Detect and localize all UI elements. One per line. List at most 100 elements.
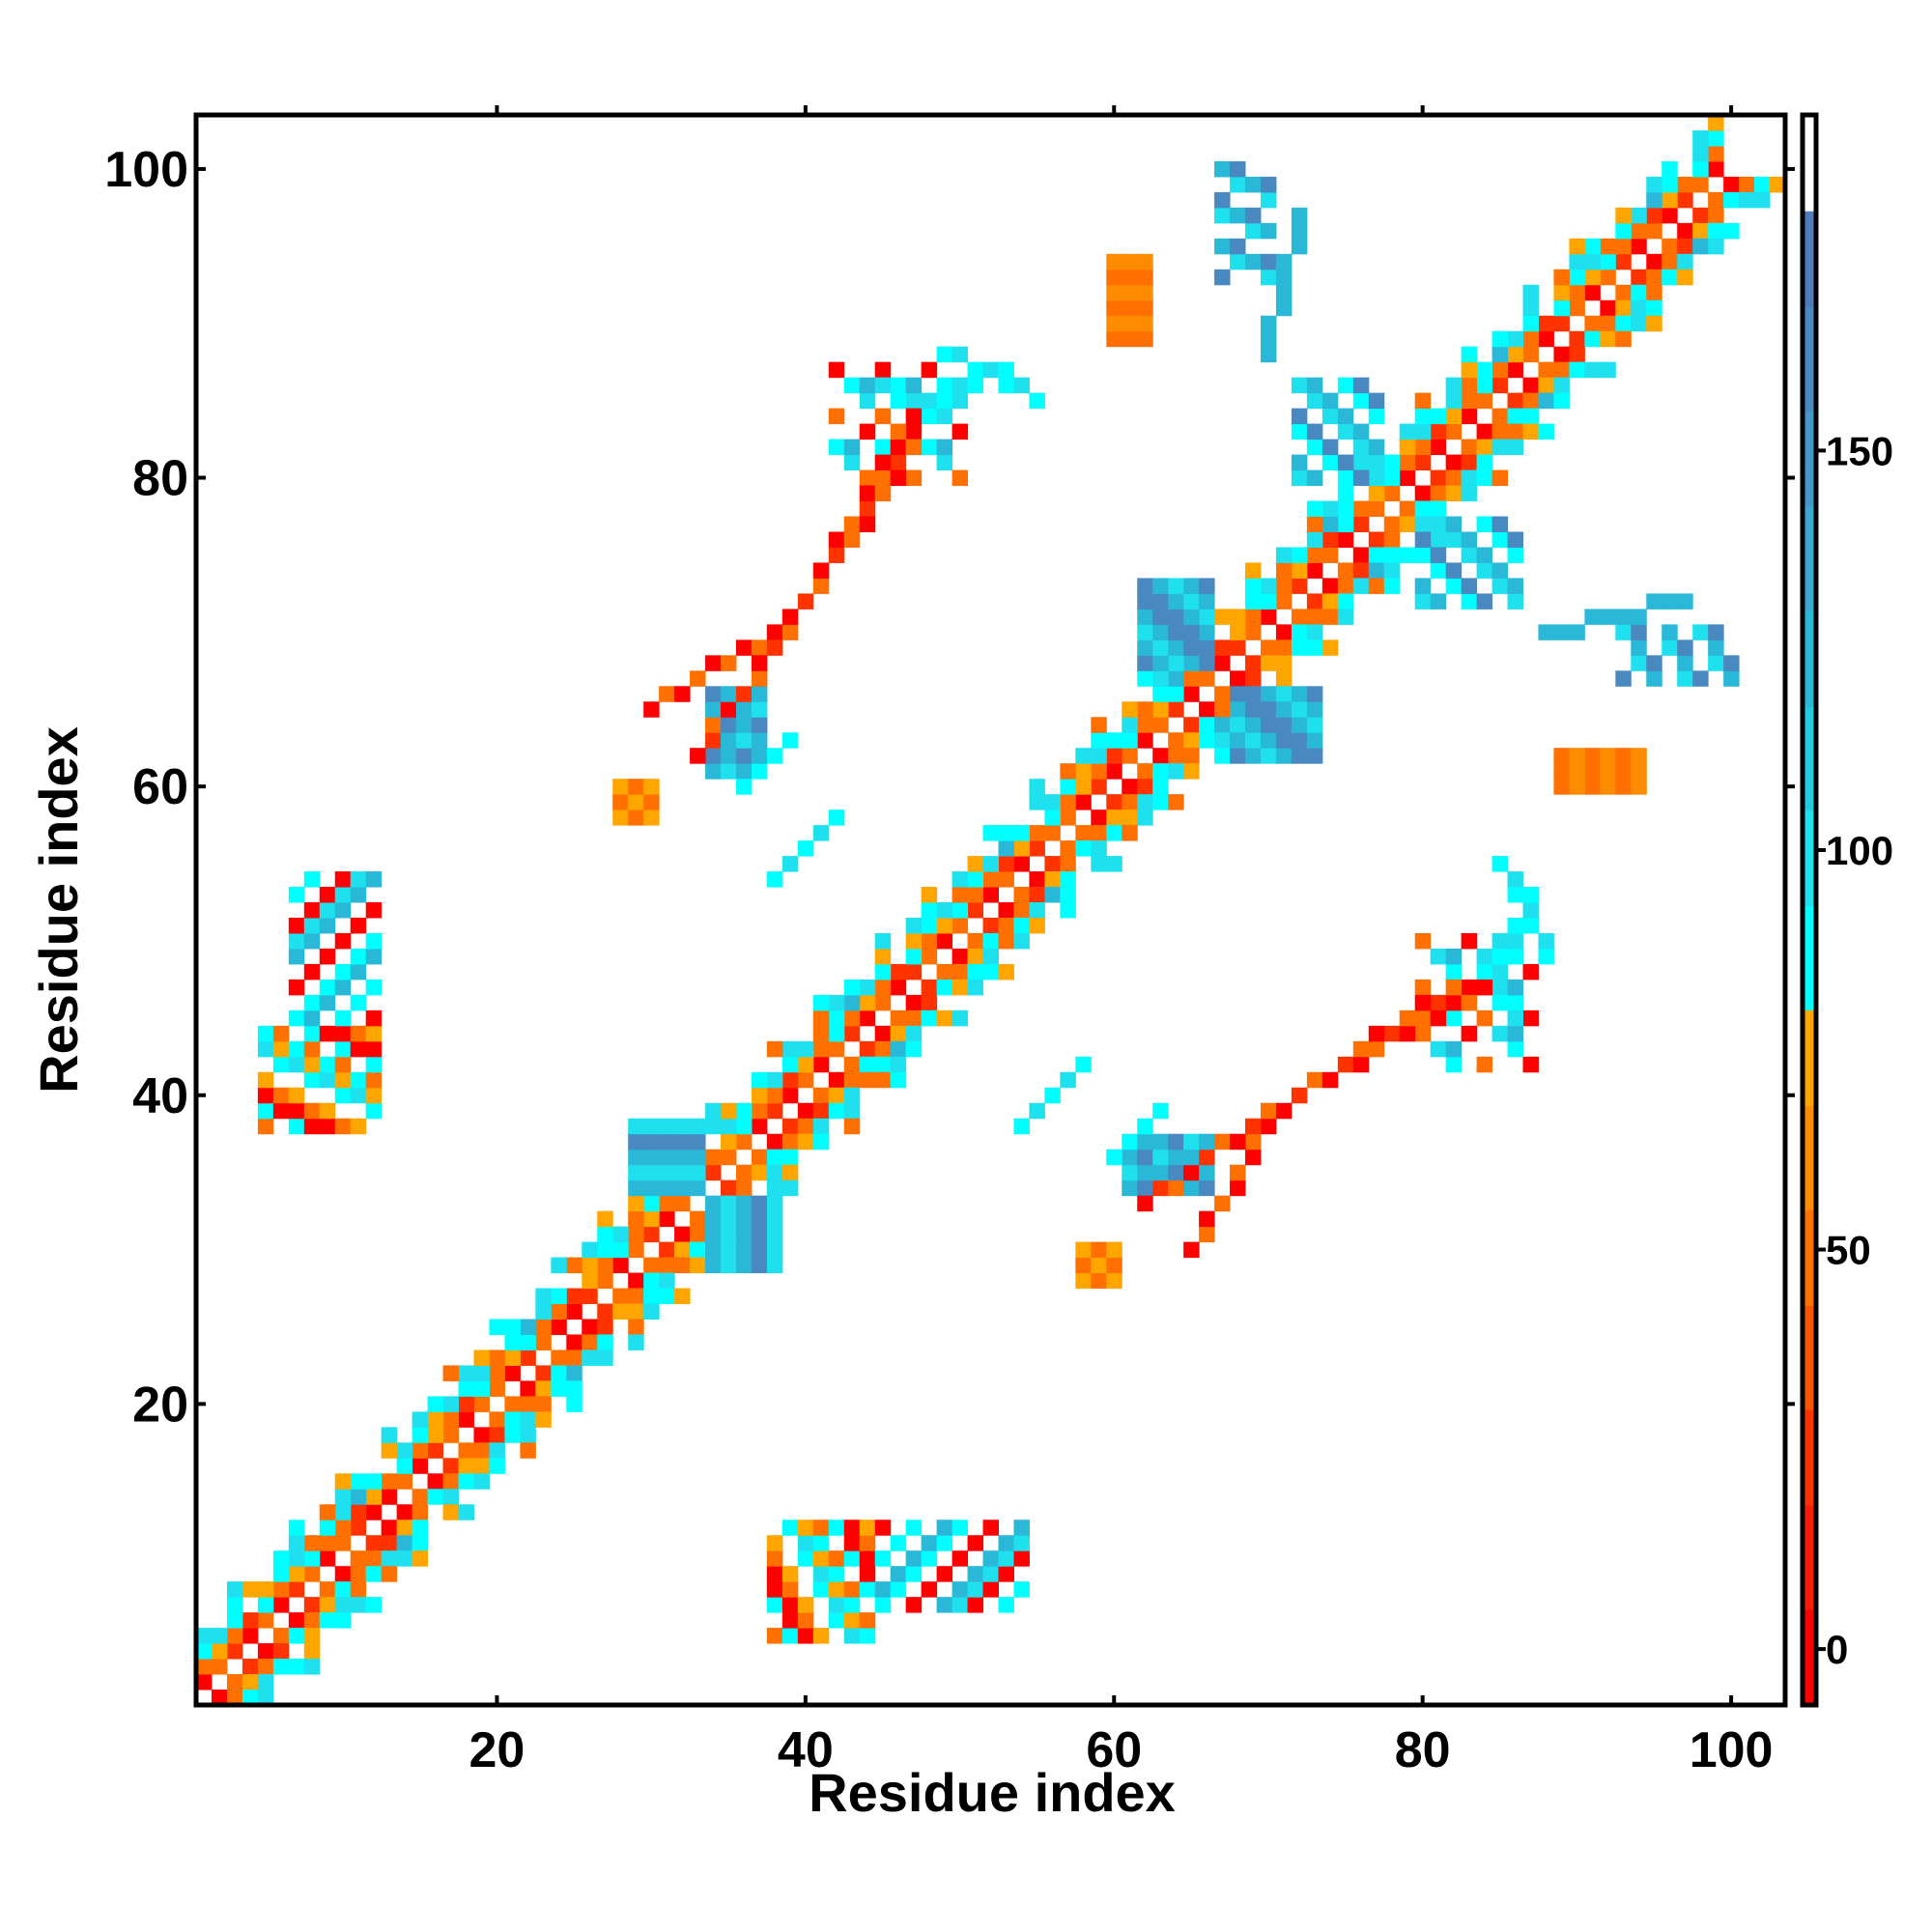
heatmap-cell [1383,1025,1401,1042]
heatmap-cell [1152,779,1169,795]
heatmap-cell [1230,748,1246,764]
heatmap-cell [659,1272,675,1290]
heatmap-cell [1245,593,1262,610]
heatmap-cell [412,1411,429,1428]
heatmap-cell [1199,1179,1215,1197]
heatmap-cell [1260,269,1277,286]
heatmap-cell [566,1303,582,1320]
heatmap-cell [674,1195,691,1212]
heatmap-cell [1584,330,1601,348]
heatmap-cell [936,408,953,425]
heatmap-cell [334,1056,352,1073]
heatmap-cell [1199,578,1215,594]
heatmap-cell [982,1520,999,1536]
heatmap-cell [643,794,660,810]
heatmap-cell [628,1133,644,1151]
heatmap-cell [1214,609,1231,625]
heatmap-cell [1677,176,1693,193]
heatmap-cell [196,1643,213,1660]
heatmap-cell [365,1550,383,1567]
heatmap-cell [1230,701,1246,718]
heatmap-cell [1383,562,1401,579]
heatmap-cell [1152,717,1169,733]
heatmap-cell [551,1365,567,1381]
heatmap-cell [874,1550,892,1567]
heatmap-cell [365,1071,383,1089]
heatmap-cell [952,469,969,487]
heatmap-cell [643,1288,660,1305]
heatmap-cell [1106,732,1122,749]
heatmap-cell [705,1149,722,1166]
heatmap-cell [257,1071,274,1089]
colorbar-tick-label: 100 [1826,828,1893,873]
heatmap-cell [1337,1056,1354,1073]
heatmap-cell [257,1087,274,1104]
heatmap-cell [735,1195,753,1212]
heatmap-cell [1029,794,1045,810]
heatmap-cell [797,1628,814,1644]
heatmap-cell [520,1411,536,1428]
heatmap-cell [1538,423,1554,440]
heatmap-cell [751,1087,768,1104]
heatmap-cell [690,1210,706,1228]
heatmap-cell [1352,423,1370,440]
heatmap-cell [1662,593,1678,610]
heatmap-cell [982,887,999,903]
heatmap-cell [334,1612,352,1629]
heatmap-cell [843,1581,861,1598]
heatmap-cell [1306,562,1323,579]
heatmap-cell [520,1427,536,1443]
heatmap-cell [1383,578,1401,594]
heatmap-cell [458,1473,474,1490]
heatmap-cell [412,1489,429,1505]
heatmap-cell [690,1257,706,1274]
heatmap-cell [1168,655,1184,671]
heatmap-cell [196,1628,213,1644]
heatmap-cell [458,1365,474,1381]
colorbar-bin [1803,306,1816,412]
heatmap-cell [1199,732,1215,749]
heatmap-cell [1631,269,1647,286]
heatmap-cell [1337,562,1354,579]
heatmap-cell [1352,1040,1370,1058]
heatmap-cell [905,963,923,980]
heatmap-cell [1044,871,1061,888]
heatmap-cell [874,963,892,980]
heatmap-cell [520,1319,536,1335]
heatmap-cell [1646,655,1662,671]
heatmap-cell [504,1411,521,1428]
heatmap-cell [319,1520,336,1536]
heatmap-cell [272,1581,290,1598]
heatmap-cell [766,1195,783,1212]
heatmap-cell [1646,176,1662,193]
heatmap-cell [797,1056,814,1073]
heatmap-cell [1476,979,1493,996]
heatmap-cell [1106,1149,1122,1166]
heatmap-cell [921,1550,938,1567]
heatmap-cell [751,686,768,702]
heatmap-cell [1337,454,1354,471]
heatmap-cell [1739,191,1755,209]
heatmap-cell [288,979,305,996]
heatmap-cell [1414,547,1432,563]
heatmap-cell [1106,330,1122,348]
heatmap-cell [1708,129,1724,147]
heatmap-cell [1044,856,1061,872]
heatmap-cell [1414,1025,1432,1042]
heatmap-cell [1492,963,1509,980]
heatmap-cell [1013,825,1030,841]
heatmap-cell [473,1427,490,1443]
colorbar-bin [1803,1505,1816,1610]
heatmap-cell [828,1071,845,1089]
heatmap-cell [1414,932,1432,950]
heatmap-cell [1260,609,1277,625]
heatmap-cell [1708,191,1724,209]
heatmap-cell [1152,1164,1169,1181]
heatmap-cell [365,1040,383,1058]
heatmap-cell [890,1025,907,1042]
heatmap-cell [396,1442,413,1459]
heatmap-cell [566,1350,582,1366]
heatmap-cell [721,1226,737,1243]
heatmap-cell [998,840,1014,857]
heatmap-cell [242,1690,259,1706]
